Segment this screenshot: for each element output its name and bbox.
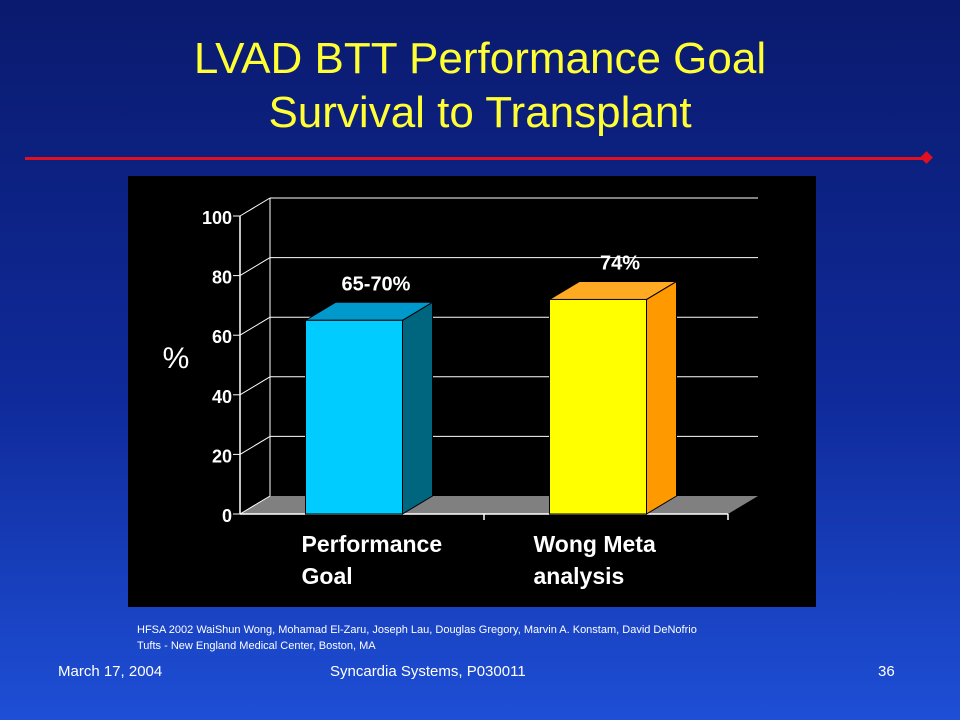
- y-tick-label: 20: [212, 446, 232, 466]
- title-divider: [25, 157, 925, 160]
- bar-chart: 0 20 40 60 80 100% 65-70% Performance Goal 74% Won…: [163, 197, 758, 589]
- side-wall-gridline: [239, 376, 271, 396]
- bar-side: [646, 280, 677, 515]
- bar: [305, 319, 403, 515]
- title-line-1: LVAD BTT Performance Goal: [193, 34, 767, 83]
- title-line-2: Survival to Transplant: [268, 88, 692, 137]
- y-tick-label: 60: [212, 327, 232, 347]
- side-wall-gridline: [239, 495, 271, 515]
- side-wall-gridline: [239, 197, 271, 217]
- side-wall-gridline: [239, 435, 271, 455]
- y-tick-label: 0: [222, 506, 232, 526]
- side-wall-gridline: [239, 257, 271, 277]
- footer-date: March 17, 2004: [58, 663, 163, 680]
- divider-diamond-icon: [920, 151, 933, 164]
- citation-line-1: HFSA 2002 WaiShun Wong, Mohamad El-Zaru,…: [137, 624, 697, 636]
- y-tick-label: 100: [202, 208, 232, 228]
- bar: [549, 298, 647, 515]
- footer-page-number: 36: [878, 663, 895, 680]
- data-label: 65-70%: [342, 273, 411, 295]
- x-tick-label: analysis: [534, 563, 625, 589]
- chart-panel: 0 20 40 60 80 100% 65-70% Performance Goal 74% Won…: [128, 176, 816, 607]
- data-label: 74%: [600, 252, 640, 274]
- y-axis-label: %: [163, 342, 190, 375]
- x-tick-label: Wong Meta: [534, 531, 656, 557]
- citation-line-2: Tufts - New England Medical Center, Bost…: [137, 640, 376, 652]
- footer-center-text: Syncardia Systems, P030011: [330, 663, 526, 680]
- x-tick-label: Goal: [302, 563, 353, 589]
- citation: HFSA 2002 WaiShun Wong, Mohamad El-Zaru,…: [137, 622, 897, 654]
- bar-side: [402, 301, 433, 515]
- y-tick-label: 80: [212, 268, 232, 288]
- slide-title: LVAD BTT Performance Goal Survival to Tr…: [0, 32, 960, 140]
- side-wall-gridline: [239, 316, 271, 336]
- x-tick-label: Performance: [302, 531, 443, 557]
- y-tick-label: 40: [212, 387, 232, 407]
